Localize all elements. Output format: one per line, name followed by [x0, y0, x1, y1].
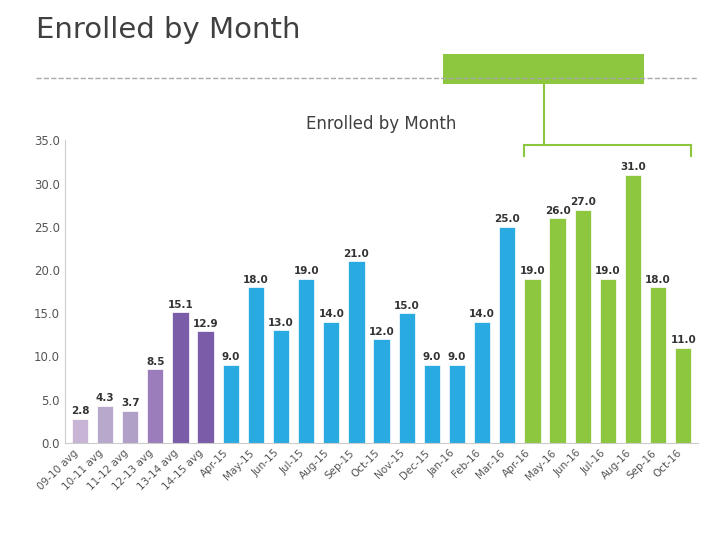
- Bar: [625, 175, 642, 443]
- Bar: [675, 348, 691, 443]
- Text: 3.7: 3.7: [121, 398, 140, 408]
- Text: 13.0: 13.0: [268, 318, 294, 328]
- Text: 9.0: 9.0: [423, 353, 441, 362]
- FancyBboxPatch shape: [443, 54, 644, 84]
- Bar: [600, 279, 616, 443]
- Bar: [248, 287, 264, 443]
- Text: 12.9: 12.9: [193, 319, 218, 329]
- Text: 14.0: 14.0: [318, 309, 344, 319]
- Bar: [72, 418, 88, 443]
- Text: 21.0: 21.0: [343, 249, 369, 259]
- Bar: [499, 227, 516, 443]
- Text: 25.0: 25.0: [495, 214, 520, 224]
- Text: Year 8 Average = 21.8/mth: Year 8 Average = 21.8/mth: [449, 62, 638, 76]
- Text: 12.0: 12.0: [369, 327, 395, 336]
- Bar: [575, 210, 591, 443]
- Bar: [222, 365, 239, 443]
- Bar: [273, 330, 289, 443]
- Bar: [524, 279, 541, 443]
- Text: Enrolled by Month: Enrolled by Month: [36, 16, 300, 44]
- Text: 19.0: 19.0: [293, 266, 319, 276]
- Text: 15.1: 15.1: [168, 300, 194, 310]
- Bar: [298, 279, 315, 443]
- Bar: [374, 339, 390, 443]
- Bar: [122, 411, 138, 443]
- Bar: [323, 322, 340, 443]
- Text: 19.0: 19.0: [520, 266, 545, 276]
- Bar: [348, 261, 364, 443]
- Text: 8.5: 8.5: [146, 357, 165, 367]
- Text: 26.0: 26.0: [545, 206, 570, 215]
- Text: 9.0: 9.0: [448, 353, 467, 362]
- Text: 2.8: 2.8: [71, 406, 89, 416]
- Text: 18.0: 18.0: [645, 275, 671, 285]
- Bar: [449, 365, 465, 443]
- Bar: [399, 313, 415, 443]
- Bar: [549, 218, 566, 443]
- Text: 27.0: 27.0: [570, 197, 595, 207]
- Text: 4.3: 4.3: [96, 393, 114, 403]
- Bar: [197, 332, 214, 443]
- Bar: [474, 322, 490, 443]
- Bar: [172, 312, 189, 443]
- Bar: [147, 369, 163, 443]
- Bar: [97, 406, 113, 443]
- Text: 15.0: 15.0: [394, 301, 420, 310]
- Bar: [650, 287, 666, 443]
- Bar: [423, 365, 440, 443]
- Text: 18.0: 18.0: [243, 275, 269, 285]
- Text: 14.0: 14.0: [469, 309, 495, 319]
- Text: 31.0: 31.0: [620, 163, 646, 172]
- Text: 11.0: 11.0: [670, 335, 696, 345]
- Text: 19.0: 19.0: [595, 266, 621, 276]
- Text: 9.0: 9.0: [222, 353, 240, 362]
- Title: Enrolled by Month: Enrolled by Month: [307, 115, 456, 133]
